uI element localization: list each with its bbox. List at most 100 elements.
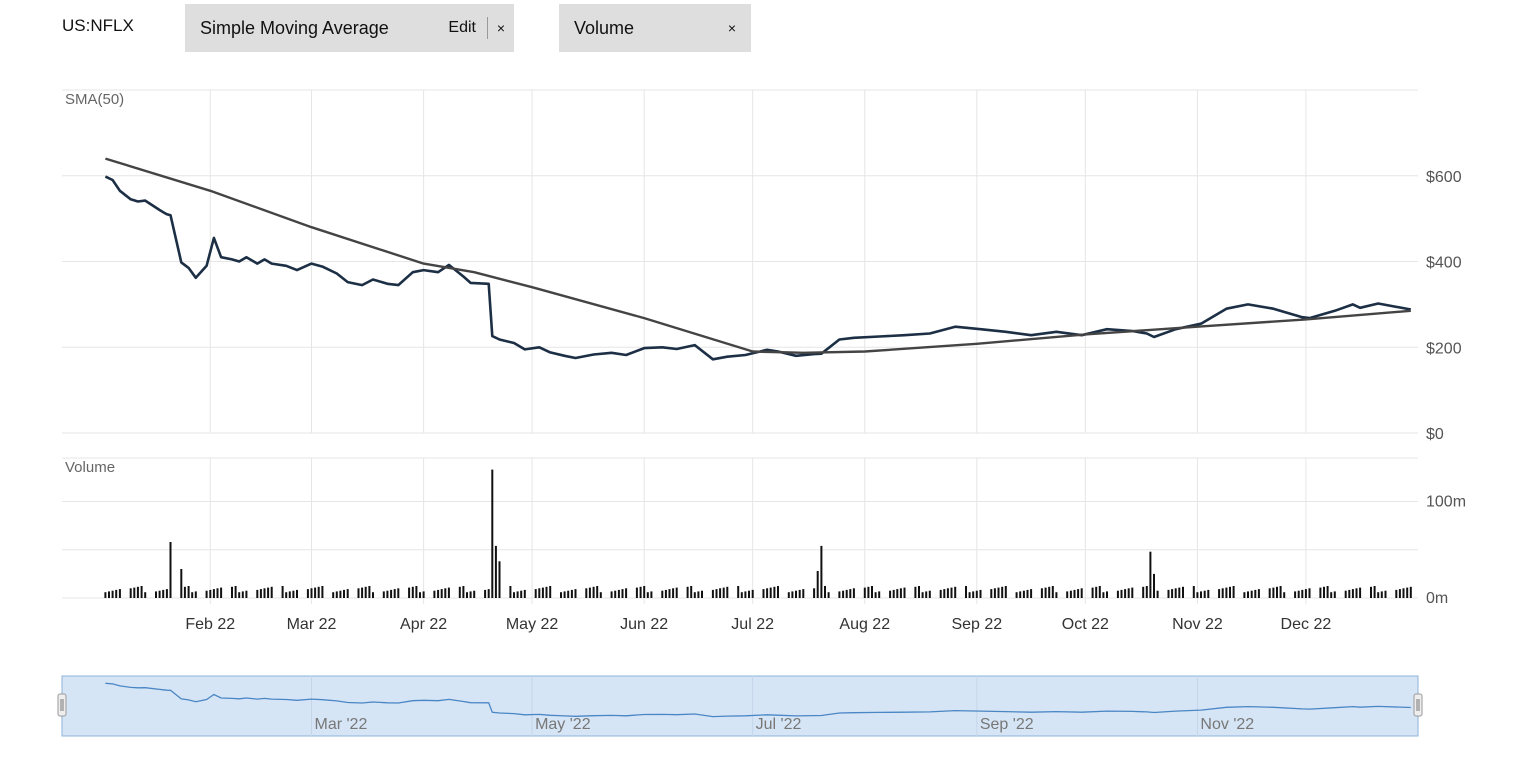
volume-bar <box>954 586 957 598</box>
volume-bar <box>979 589 982 598</box>
volume-bar <box>795 590 797 598</box>
volume-bar <box>1207 589 1210 598</box>
volume-bar <box>874 592 877 598</box>
volume-bar <box>1095 586 1098 598</box>
volume-bar <box>339 590 342 598</box>
volume-bar <box>1297 590 1300 598</box>
volume-bar <box>494 545 497 598</box>
volume-chip: Volume × <box>559 4 751 52</box>
volume-bar <box>549 586 552 598</box>
volume-bar <box>1268 588 1271 598</box>
volume-remove-button[interactable]: × <box>727 20 737 36</box>
volume-bar <box>538 588 541 598</box>
volume-bar <box>1243 592 1246 598</box>
volume-bar <box>140 586 143 598</box>
volume-bar <box>1395 589 1398 598</box>
volume-bar <box>1106 591 1108 598</box>
volume-bar <box>267 587 270 598</box>
volume-bar <box>769 587 772 598</box>
volume-bar <box>896 589 899 598</box>
volume-bar <box>520 590 523 598</box>
volume-bar <box>183 586 186 598</box>
volume-bar <box>234 586 237 598</box>
volume-bar <box>118 589 121 598</box>
volume-bar <box>596 586 599 598</box>
volume-bar <box>245 590 248 598</box>
volume-bar <box>1272 587 1275 598</box>
x-tick-label: Feb 22 <box>185 616 235 633</box>
volume-bar <box>1319 587 1322 598</box>
navigator-window[interactable] <box>61 675 1419 737</box>
volume-bar <box>1192 586 1195 598</box>
volume-bar <box>415 586 418 598</box>
x-tick-label: Apr 22 <box>400 616 447 633</box>
volume-bar <box>1131 587 1134 598</box>
volume-bar <box>263 588 266 598</box>
indicator-remove-button[interactable]: × <box>496 20 506 36</box>
volume-y-axis: 0m 100m <box>1426 493 1466 607</box>
volume-bar <box>621 589 624 598</box>
navigator-line <box>105 682 1411 718</box>
sma-line <box>105 157 1411 354</box>
volume-bar <box>1308 588 1311 598</box>
volume-bar <box>419 592 421 598</box>
volume-bar <box>422 591 425 598</box>
volume-bar <box>1348 589 1351 598</box>
volume-bar <box>740 592 743 598</box>
volume-bar <box>946 588 949 598</box>
volume-bar <box>306 589 309 598</box>
volume-bar <box>824 586 826 598</box>
range-navigator[interactable]: Mar '22 May '22 Jul '22 Sep '22 Nov '22 <box>57 675 1423 737</box>
volume-bar <box>690 586 693 598</box>
volume-bar <box>773 586 776 598</box>
volume-bar <box>914 586 917 598</box>
volume-bar <box>332 592 335 598</box>
volume-bar <box>972 591 975 598</box>
volume-bar <box>650 591 653 598</box>
price-series <box>104 157 1412 361</box>
volume-bar <box>889 590 892 598</box>
volume-bar <box>1026 589 1029 598</box>
volume-bar <box>296 589 298 598</box>
volume-bar <box>567 590 570 598</box>
navigator-right-handle[interactable] <box>1413 693 1423 717</box>
volume-bar <box>950 587 953 598</box>
volume-bar <box>361 587 364 598</box>
volume-bar <box>390 589 393 598</box>
volume-bar <box>867 586 870 598</box>
volume-bar <box>852 588 855 598</box>
volume-bar <box>1279 586 1282 598</box>
volume-bar <box>574 589 577 598</box>
volume-bar <box>802 589 805 598</box>
volume-bar <box>1001 586 1004 598</box>
volume-bar <box>317 586 320 598</box>
volume-bar <box>447 587 450 598</box>
volume-bar <box>259 589 262 598</box>
volume-bar <box>766 588 769 598</box>
volume-bar <box>675 587 678 598</box>
volume-bar <box>588 587 591 598</box>
volume-bar <box>364 586 367 598</box>
volume-bar <box>111 590 114 598</box>
volume-bar <box>715 589 718 598</box>
volume-bar <box>498 561 501 598</box>
volume-bar <box>672 588 675 598</box>
volume-bar <box>1250 590 1253 598</box>
volume-bar <box>1174 588 1177 598</box>
volume-bar <box>335 591 338 598</box>
volume-bar <box>1127 588 1130 598</box>
volume-bar <box>357 588 360 598</box>
volume-bar <box>1073 589 1076 598</box>
indicator-edit-button[interactable]: Edit <box>448 19 476 36</box>
volume-bar <box>393 589 396 598</box>
volume-panel-label: Volume <box>65 459 115 476</box>
volume-bar <box>614 590 617 598</box>
navigator-left-handle[interactable] <box>57 693 67 717</box>
volume-bar <box>458 586 461 598</box>
volume-bar <box>1373 586 1376 598</box>
navigator-tick-label: Sep '22 <box>980 716 1034 733</box>
x-axis: Feb 22 Mar 22 Apr 22 May 22 Jun 22 Jul 22 Aug … <box>185 616 1331 633</box>
volume-bar <box>281 586 284 598</box>
volume-bar <box>625 588 628 598</box>
volume-bar <box>386 590 389 598</box>
